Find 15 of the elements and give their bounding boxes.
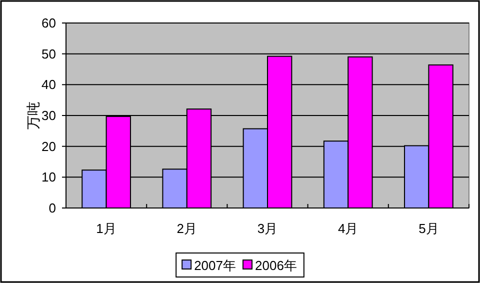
x-tick-label: 2月 bbox=[176, 221, 198, 236]
x-tick-label: 5月 bbox=[418, 221, 439, 236]
x-tick-label: 3月 bbox=[257, 221, 278, 236]
legend-label: 2007年 bbox=[194, 258, 236, 273]
y-tick-label: 50 bbox=[42, 46, 56, 62]
y-tick-label: 30 bbox=[42, 108, 56, 123]
legend-label: 2006年 bbox=[255, 258, 297, 273]
y-tick-label: 60 bbox=[42, 16, 56, 30]
x-tick-label: 1月 bbox=[96, 221, 116, 236]
y-axis-title: 万吨 bbox=[25, 102, 41, 130]
y-tick-label: 0 bbox=[48, 200, 56, 216]
y-tick-label: 10 bbox=[42, 170, 56, 185]
x-tick-label: 4月 bbox=[338, 221, 358, 236]
y-tick-label: 20 bbox=[42, 138, 56, 154]
y-tick-label: 40 bbox=[42, 77, 56, 92]
